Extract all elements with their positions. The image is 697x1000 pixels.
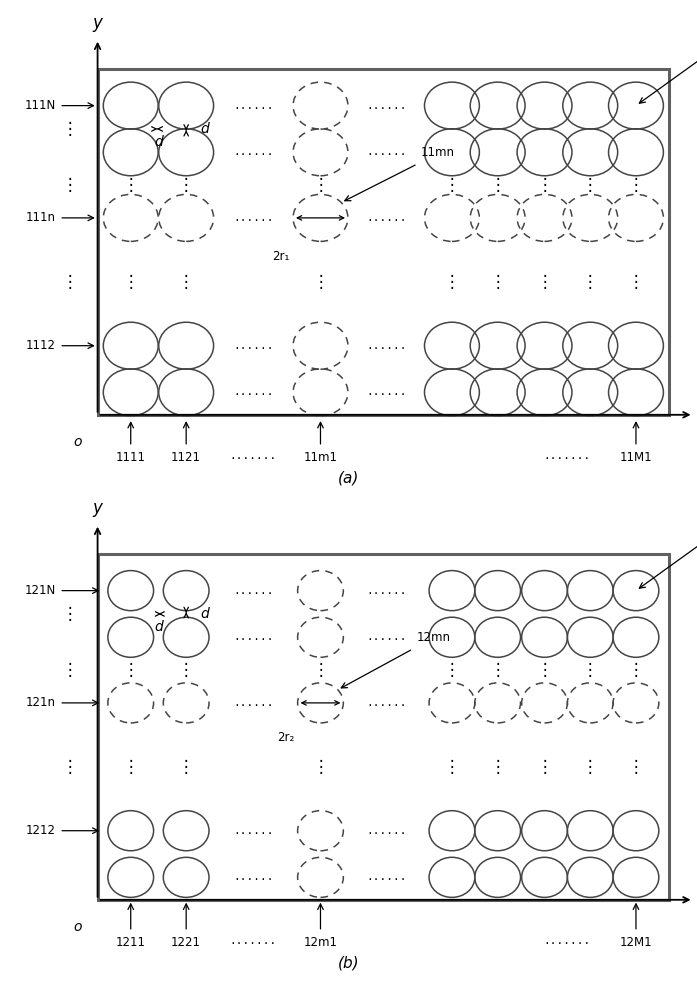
Text: .......: ....... xyxy=(230,451,277,461)
Text: ⋮: ⋮ xyxy=(536,661,553,679)
Text: ⋮: ⋮ xyxy=(61,661,78,679)
Text: ⋮: ⋮ xyxy=(443,661,460,679)
Text: ......: ...... xyxy=(233,632,274,642)
Text: d: d xyxy=(154,620,163,634)
Text: 1212: 1212 xyxy=(26,824,56,837)
Text: ⋮: ⋮ xyxy=(312,758,329,776)
Text: ⋮: ⋮ xyxy=(61,605,78,623)
Text: y: y xyxy=(93,14,102,32)
Text: .......: ....... xyxy=(230,936,277,946)
Text: ⋮: ⋮ xyxy=(312,273,329,291)
Text: ⋮: ⋮ xyxy=(489,273,506,291)
Text: ⋮: ⋮ xyxy=(61,176,78,194)
Text: ⋮: ⋮ xyxy=(443,176,460,194)
Text: d: d xyxy=(154,135,163,149)
Text: ⋮: ⋮ xyxy=(582,661,599,679)
Text: ......: ...... xyxy=(366,872,406,882)
Text: ......: ...... xyxy=(366,826,406,836)
Text: (a): (a) xyxy=(338,470,359,485)
Bar xyxy=(98,69,669,415)
Text: ⋮: ⋮ xyxy=(489,176,506,194)
Text: ⋮: ⋮ xyxy=(582,758,599,776)
Text: o: o xyxy=(74,435,82,449)
Text: ......: ...... xyxy=(233,387,274,397)
Text: d: d xyxy=(200,122,209,136)
Text: ⋮: ⋮ xyxy=(628,661,644,679)
Text: ......: ...... xyxy=(233,101,274,111)
Text: ⋮: ⋮ xyxy=(123,273,139,291)
Text: 2r₂: 2r₂ xyxy=(277,731,294,744)
Text: ......: ...... xyxy=(233,826,274,836)
Text: ⋮: ⋮ xyxy=(61,273,78,291)
Text: 12M1: 12M1 xyxy=(620,936,652,949)
Text: ⋮: ⋮ xyxy=(61,120,78,138)
Text: ⋮: ⋮ xyxy=(123,661,139,679)
Bar xyxy=(98,554,669,900)
Text: 1221: 1221 xyxy=(171,936,201,949)
Text: ⋮: ⋮ xyxy=(312,661,329,679)
Text: 111N: 111N xyxy=(24,99,56,112)
Text: ⋮: ⋮ xyxy=(178,273,194,291)
Text: ......: ...... xyxy=(366,341,406,351)
Text: ⋮: ⋮ xyxy=(123,758,139,776)
Text: y: y xyxy=(93,499,102,517)
Text: 12m1: 12m1 xyxy=(303,936,337,949)
Text: 111n: 111n xyxy=(26,211,56,224)
Text: .......: ....... xyxy=(543,451,590,461)
Text: 1111: 1111 xyxy=(116,451,146,464)
Text: ⋮: ⋮ xyxy=(61,758,78,776)
Text: ......: ...... xyxy=(366,698,406,708)
Text: ......: ...... xyxy=(233,341,274,351)
Text: 11m1: 11m1 xyxy=(303,451,337,464)
Text: o: o xyxy=(74,920,82,934)
Text: 1112: 1112 xyxy=(26,339,56,352)
Text: ⋮: ⋮ xyxy=(123,176,139,194)
Text: ⋮: ⋮ xyxy=(312,176,329,194)
Text: ⋮: ⋮ xyxy=(582,176,599,194)
Text: ......: ...... xyxy=(233,586,274,596)
Text: 121N: 121N xyxy=(24,584,56,597)
Text: ⋮: ⋮ xyxy=(582,273,599,291)
Text: (b): (b) xyxy=(337,955,360,970)
Text: 11mn: 11mn xyxy=(421,146,455,159)
Text: d: d xyxy=(200,607,209,621)
Text: ......: ...... xyxy=(233,698,274,708)
Text: ......: ...... xyxy=(233,872,274,882)
Text: 1121: 1121 xyxy=(171,451,201,464)
Text: ⋮: ⋮ xyxy=(536,176,553,194)
Text: ⋮: ⋮ xyxy=(489,758,506,776)
Text: ⋮: ⋮ xyxy=(628,758,644,776)
Text: ......: ...... xyxy=(366,101,406,111)
Text: .......: ....... xyxy=(543,936,590,946)
Text: ......: ...... xyxy=(366,632,406,642)
Text: ......: ...... xyxy=(366,147,406,157)
Text: ⋮: ⋮ xyxy=(536,273,553,291)
Text: 1211: 1211 xyxy=(116,936,146,949)
Text: 121n: 121n xyxy=(26,696,56,709)
Text: ⋮: ⋮ xyxy=(178,176,194,194)
Text: ⋮: ⋮ xyxy=(178,661,194,679)
Text: ⋮: ⋮ xyxy=(536,758,553,776)
Text: 11M1: 11M1 xyxy=(620,451,652,464)
Text: ⋮: ⋮ xyxy=(443,758,460,776)
Text: ⋮: ⋮ xyxy=(628,273,644,291)
Text: ......: ...... xyxy=(233,147,274,157)
Text: ⋮: ⋮ xyxy=(489,661,506,679)
Text: ......: ...... xyxy=(233,213,274,223)
Text: ⋮: ⋮ xyxy=(443,273,460,291)
Text: ......: ...... xyxy=(366,213,406,223)
Text: 2r₁: 2r₁ xyxy=(273,250,289,263)
Text: ......: ...... xyxy=(366,387,406,397)
Text: ......: ...... xyxy=(366,586,406,596)
Text: 12mn: 12mn xyxy=(417,631,450,644)
Text: ⋮: ⋮ xyxy=(178,758,194,776)
Text: ⋮: ⋮ xyxy=(628,176,644,194)
